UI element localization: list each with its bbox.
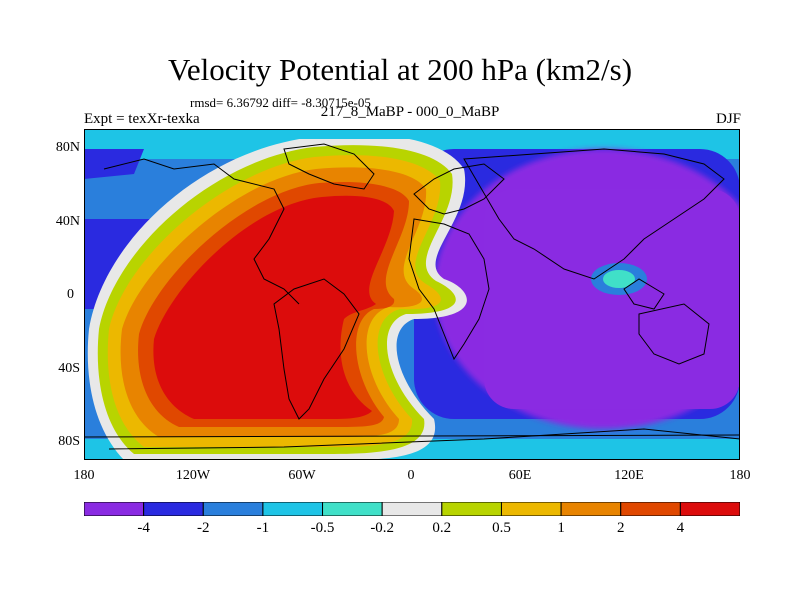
x-tick-120w: 120W (175, 468, 211, 483)
map-frame (84, 129, 740, 460)
colorbar-label: -4 (137, 520, 150, 536)
plot-title: Velocity Potential at 200 hPa (km2/s) (167, 52, 633, 87)
contour-map (84, 129, 740, 460)
colorbar-label: 0.2 (432, 520, 452, 536)
y-tick-80s: 80S (58, 434, 80, 449)
colorbar-label: 4 (676, 520, 685, 536)
stats-label: rmsd= 6.36792 diff= -8.30715e-05 (190, 95, 371, 110)
x-tick-60w: 60W (288, 468, 316, 483)
colorbar-label: -2 (197, 520, 210, 536)
experiment-label: Expt = texXr-texka (84, 111, 200, 127)
season-label: DJF (715, 111, 741, 127)
y-tick-40n: 40N (55, 214, 80, 229)
y-tick-0: 0 (67, 287, 74, 302)
colorbar-swatch (500, 502, 562, 516)
x-tick-180e: 180 (729, 468, 751, 483)
colorbar (84, 502, 740, 516)
colorbar-swatch (262, 502, 324, 516)
colorbar-swatch (441, 502, 502, 516)
colorbar-swatch (679, 502, 740, 516)
y-tick-40s: 40S (58, 361, 80, 376)
x-tick-180w: 180 (73, 468, 95, 483)
colorbar-swatch (620, 502, 681, 516)
colorbar-swatch (322, 502, 383, 516)
x-tick-60e: 60E (508, 468, 532, 483)
colorbar-label: 2 (616, 520, 625, 536)
y-tick-80n: 80N (55, 140, 80, 155)
colorbar-swatch (560, 502, 622, 516)
colorbar-swatch (143, 502, 204, 516)
contour-fill (84, 129, 740, 460)
colorbar-label: 0.5 (492, 520, 511, 536)
colorbar-label: -1 (256, 520, 270, 536)
colorbar-swatch (84, 502, 145, 516)
colorbar-swatch (202, 502, 264, 516)
colorbar-label: 1 (557, 520, 565, 536)
colorbar-swatch (381, 502, 443, 516)
colorbar-label: -0.2 (370, 520, 395, 536)
x-tick-0: 0 (407, 468, 415, 483)
x-tick-120e: 120E (614, 468, 644, 483)
comparison-label: 217_8_MaBP - 000_0_MaBP (320, 104, 500, 120)
colorbar-label: -0.5 (310, 520, 335, 536)
coastlines (84, 143, 740, 450)
